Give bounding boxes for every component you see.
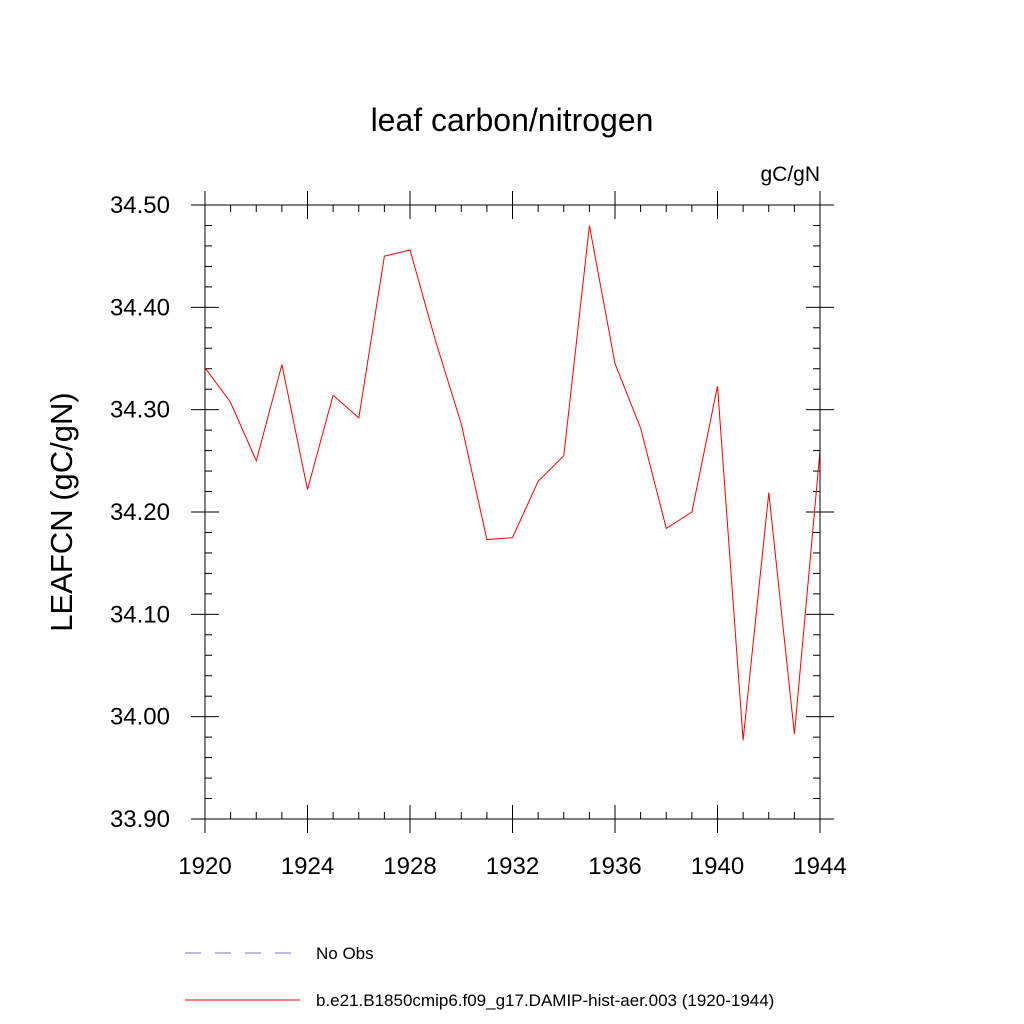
y-tick-label: 34.20 [110,499,170,526]
legend: No Obs b.e21.B1850cmip6.f09_g17.DAMIP-hi… [185,944,774,1010]
x-tick-label: 1936 [588,853,641,880]
y-tick-label: 34.10 [110,601,170,628]
y-tick-label: 34.40 [110,294,170,321]
plot-frame [204,204,821,820]
series-lines [204,225,821,741]
x-tick-label: 1920 [178,853,231,880]
x-tick-label: 1932 [486,853,539,880]
y-tick-label: 34.50 [110,192,170,219]
y-tick-label: 34.30 [110,397,170,424]
x-tick-label: 1924 [281,853,334,880]
x-tick-label: 1928 [383,853,436,880]
legend-label-no-obs: No Obs [316,944,374,963]
axis-ticks [191,191,834,833]
y-tick-label: 33.90 [110,806,170,833]
x-tick-label: 1944 [793,853,846,880]
x-tick-label: 1940 [691,853,744,880]
series-line [204,225,821,741]
legend-label-model-run: b.e21.B1850cmip6.f09_g17.DAMIP-hist-aer.… [316,991,774,1010]
units-label: gC/gN [760,163,820,186]
y-tick-label: 34.00 [110,704,170,731]
axis-tick-labels: 1920 1924 1928 1932 1936 1940 1944 33.90 34.00 34… [110,192,847,880]
chart-title: leaf carbon/nitrogen [371,102,654,138]
y-axis-label: LEAFCN (gC/gN) [44,392,79,631]
